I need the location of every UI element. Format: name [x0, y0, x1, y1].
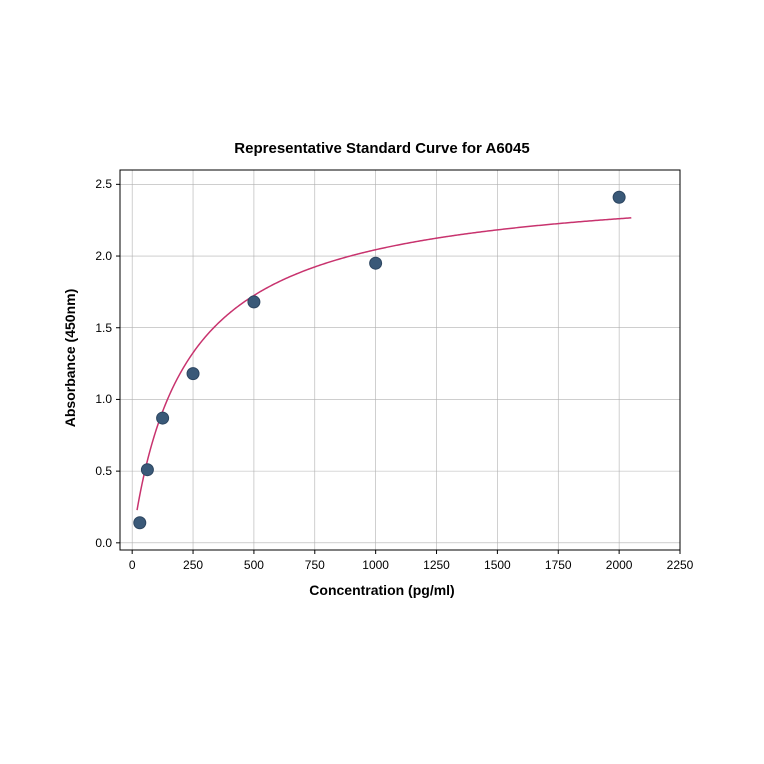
y-axis-label: Absorbance (450nm) — [62, 268, 78, 448]
xtick-label: 2250 — [667, 558, 694, 572]
data-point — [157, 412, 169, 424]
data-point — [141, 464, 153, 476]
data-point — [187, 368, 199, 380]
fitted-curve — [137, 218, 631, 510]
data-point — [370, 257, 382, 269]
ytick-label: 2.0 — [90, 249, 112, 263]
xtick-label: 500 — [244, 558, 264, 572]
chart-title: Representative Standard Curve for A6045 — [0, 140, 764, 157]
xtick-label: 1250 — [423, 558, 450, 572]
ytick-label: 2.5 — [90, 177, 112, 191]
xtick-label: 250 — [183, 558, 203, 572]
chart-container: Representative Standard Curve for A6045 … — [0, 0, 764, 764]
ytick-label: 0.5 — [90, 464, 112, 478]
chart-svg — [120, 170, 680, 550]
xtick-label: 1500 — [484, 558, 511, 572]
xtick-label: 2000 — [606, 558, 633, 572]
plot-area — [120, 170, 680, 550]
ytick-label: 0.0 — [90, 536, 112, 550]
data-point — [613, 191, 625, 203]
xtick-label: 1000 — [362, 558, 389, 572]
plot-border — [120, 170, 680, 550]
xtick-label: 0 — [129, 558, 136, 572]
data-point — [248, 296, 260, 308]
ytick-label: 1.5 — [90, 321, 112, 335]
data-point — [134, 517, 146, 529]
xtick-label: 750 — [305, 558, 325, 572]
xtick-label: 1750 — [545, 558, 572, 572]
ytick-label: 1.0 — [90, 392, 112, 406]
x-axis-label: Concentration (pg/ml) — [0, 582, 764, 598]
